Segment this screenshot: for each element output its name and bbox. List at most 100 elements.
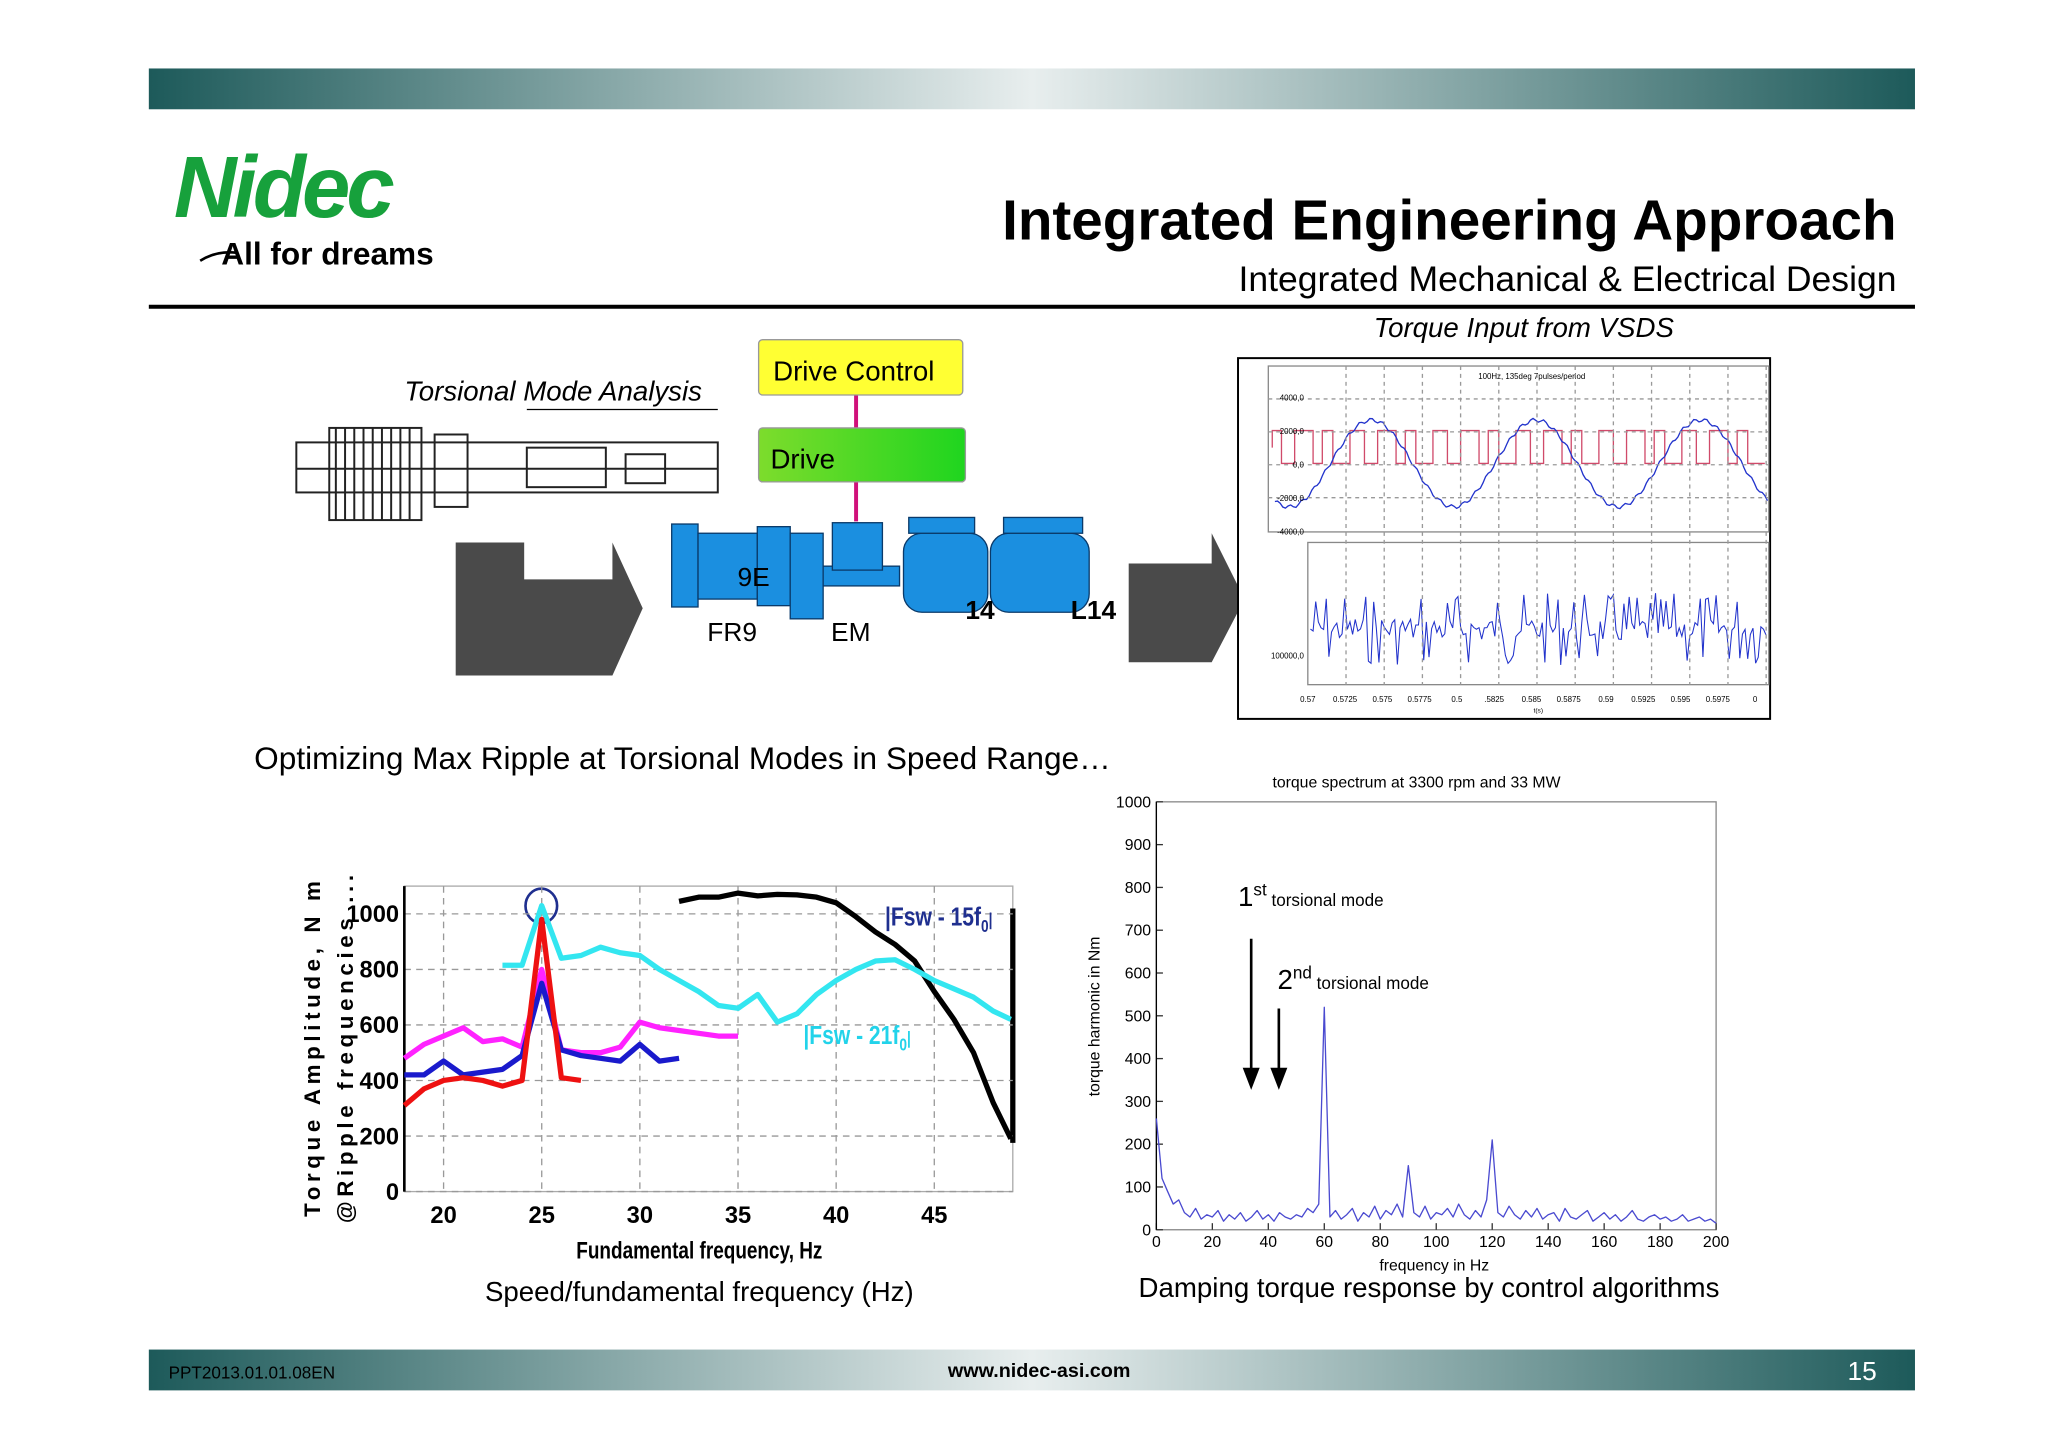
annotation: |Fsw - 21f0| <box>803 1021 910 1055</box>
x-axis-label: Fundamental frequency, Hz <box>576 1238 822 1265</box>
footer-url: www.nidec-asi.com <box>947 1360 1131 1382</box>
y-tick-label: 600 <box>360 1013 400 1039</box>
x-tick-label: 40 <box>823 1203 849 1229</box>
annotation-part: torsional mode <box>1267 891 1384 910</box>
drive-control-label: Drive Control <box>773 356 934 387</box>
scope-tick: 0.5975 <box>1706 695 1731 704</box>
caption: Speed/fundamental frequency (Hz) <box>485 1276 914 1307</box>
y-tick-label: 400 <box>1125 1051 1152 1068</box>
x-tick-label: 80 <box>1371 1234 1389 1251</box>
x-tick-label: 20 <box>430 1203 456 1229</box>
drive-label: Drive <box>770 444 835 475</box>
y-tick-label: 800 <box>360 958 400 984</box>
scope-traces: 4000,0 2000,0 0,0 -2000,0 -4000,0 100000,0 0.5… <box>1268 366 1769 714</box>
scope-tick: 0,0 <box>1293 460 1305 469</box>
x-tick-label: 0 <box>1152 1234 1161 1251</box>
machine-label: 14 <box>965 595 995 625</box>
annotation-part: nd <box>1293 963 1312 982</box>
scope-tick: 0.59 <box>1598 695 1614 704</box>
x-tick-label: 160 <box>1591 1234 1618 1251</box>
scope-tick: 100000,0 <box>1271 651 1305 660</box>
annotation-part: 0 <box>981 918 989 937</box>
y-tick-label: 600 <box>1125 966 1152 983</box>
scope-tick: 0.5875 <box>1557 695 1582 704</box>
x-tick-label: 140 <box>1535 1234 1562 1251</box>
y-tick-label: 400 <box>360 1069 400 1095</box>
y-tick-label: 0 <box>1142 1222 1151 1239</box>
footer-bar <box>148 1349 1915 1391</box>
annotation-part: 2 <box>1278 964 1293 995</box>
torsional-label: Torsional Mode Analysis <box>404 375 702 406</box>
rotor-drawing <box>295 426 719 522</box>
machine-label: L14 <box>1071 595 1117 625</box>
footer-code: PPT2013.01.01.08EN <box>169 1364 335 1383</box>
annotation-part: | <box>989 911 993 930</box>
scope-tick: 0.5 <box>1451 695 1463 704</box>
y-axis-label: @Ripple frequencies ... <box>333 870 358 1223</box>
scope-upper <box>1267 365 1770 533</box>
scope-tick: 0.585 <box>1522 695 1542 704</box>
scope-caption: Torque Input from VSDS <box>1374 312 1675 343</box>
y-tick-label: 900 <box>1125 837 1152 854</box>
x-tick-label: 30 <box>627 1203 653 1229</box>
machine-label: EM <box>831 617 871 647</box>
series-line <box>502 902 1012 1025</box>
y-tick-label: 700 <box>1125 923 1152 940</box>
logo-swoosh <box>199 250 238 262</box>
y-tick-label: 1000 <box>1116 794 1151 811</box>
annotation: |Fsw - 15f0| <box>885 902 992 936</box>
scope-tick: -4000,0 <box>1277 528 1304 537</box>
caption: Damping torque response by control algor… <box>1139 1272 1720 1303</box>
x-tick-label: 35 <box>725 1203 751 1229</box>
scope-tick: 0 <box>1753 695 1758 704</box>
logo: Nidec <box>174 139 395 236</box>
y-tick-label: 300 <box>1125 1094 1152 1111</box>
square-wave <box>1271 429 1765 465</box>
x-tick-label: 200 <box>1703 1234 1730 1251</box>
x-tick-label: 120 <box>1479 1234 1506 1251</box>
scope-tick: 2000,0 <box>1280 427 1305 436</box>
series-line <box>402 916 582 1108</box>
y-tick-label: 200 <box>1125 1137 1152 1154</box>
page-number: 15 <box>1847 1356 1876 1386</box>
scope-lower <box>1307 541 1770 686</box>
x-axis-label: frequency in Hz <box>1379 1258 1489 1275</box>
title: Integrated Engineering Approach <box>1002 189 1896 252</box>
scope-tick: -2000,0 <box>1277 494 1304 503</box>
subtitle: Integrated Mechanical & Electrical Desig… <box>1238 259 1896 299</box>
annotation: 1st torsional mode <box>1238 880 1384 912</box>
annotation: 2nd torsional mode <box>1278 963 1429 995</box>
x-tick-label: 180 <box>1647 1234 1674 1251</box>
header-bar <box>148 68 1915 110</box>
series-line <box>1155 1006 1717 1224</box>
arrow <box>455 542 643 676</box>
mode-arrows <box>1242 938 1288 1090</box>
scope-tick: 0.5775 <box>1408 695 1433 704</box>
chart-title: torque spectrum at 3300 rpm and 33 MW <box>1272 774 1560 791</box>
scope-tick: 0.575 <box>1372 695 1392 704</box>
y-axis-label: torque harmonic in Nm <box>1087 937 1104 1097</box>
x-tick-label: 20 <box>1204 1234 1222 1251</box>
y-tick-label: 1000 <box>346 902 399 928</box>
annotation-part: 0 <box>899 1036 907 1055</box>
machine-label: FR9 <box>707 617 757 647</box>
x-tick-label: 40 <box>1260 1234 1278 1251</box>
x-tick-label: 100 <box>1423 1234 1450 1251</box>
ripple-heading: Optimizing Max Ripple at Torsional Modes… <box>254 740 1111 776</box>
machine-train <box>671 516 1090 620</box>
y-tick-label: 0 <box>386 1180 399 1206</box>
tagline: All for dreams <box>221 236 433 272</box>
arrow <box>1128 533 1245 663</box>
x-tick-label: 60 <box>1315 1234 1333 1251</box>
scope-frame <box>1237 357 1772 720</box>
scope-tick: 4000,0 <box>1280 393 1305 402</box>
series-line <box>678 890 1014 1140</box>
scope-tick: 0.595 <box>1671 695 1691 704</box>
scope-tick: 0.5925 <box>1631 695 1656 704</box>
annotation-part: |Fsw - 21f <box>803 1021 899 1051</box>
y-axis-label: Torque Amplitude, N m <box>300 877 325 1217</box>
annotation-part: |Fsw - 15f <box>885 902 981 932</box>
y-tick-label: 100 <box>1125 1179 1152 1196</box>
plot-frame <box>1155 801 1717 1231</box>
